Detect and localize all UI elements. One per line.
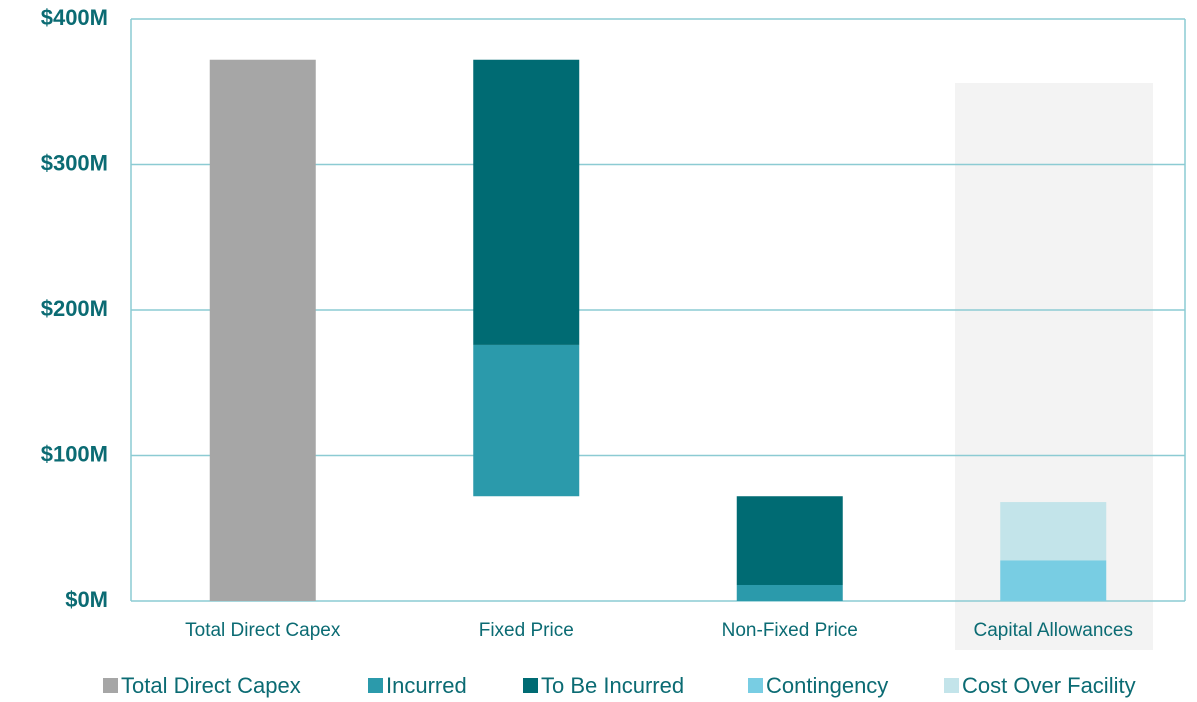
x-tick-label: Non-Fixed Price <box>722 620 858 641</box>
legend-swatch <box>523 678 538 693</box>
legend-label: Total Direct Capex <box>121 673 301 698</box>
x-tick-label: Fixed Price <box>479 620 574 641</box>
bar-segment <box>736 584 843 601</box>
legend-label: Cost Over Facility <box>962 673 1136 698</box>
y-tick-label: $100M <box>41 441 108 466</box>
y-tick-label: $400M <box>41 5 108 30</box>
bar-segment <box>1000 560 1107 601</box>
legend-swatch <box>944 678 959 693</box>
legend-swatch <box>748 678 763 693</box>
legend-swatch <box>368 678 383 693</box>
x-tick-label: Capital Allowances <box>974 620 1133 641</box>
y-tick-label: $0M <box>65 587 108 612</box>
legend-label: To Be Incurred <box>541 673 684 698</box>
bar-segment <box>1000 502 1107 561</box>
bar-segment <box>473 59 580 345</box>
legend-swatch <box>103 678 118 693</box>
x-tick-label: Total Direct Capex <box>185 620 341 641</box>
legend-label: Contingency <box>766 673 888 698</box>
y-tick-label: $200M <box>41 296 108 321</box>
bar-segment <box>736 496 843 585</box>
bar-segment <box>209 59 316 602</box>
y-tick-label: $300M <box>41 150 108 175</box>
legend-label: Incurred <box>386 673 467 698</box>
bar-segment <box>473 344 580 497</box>
